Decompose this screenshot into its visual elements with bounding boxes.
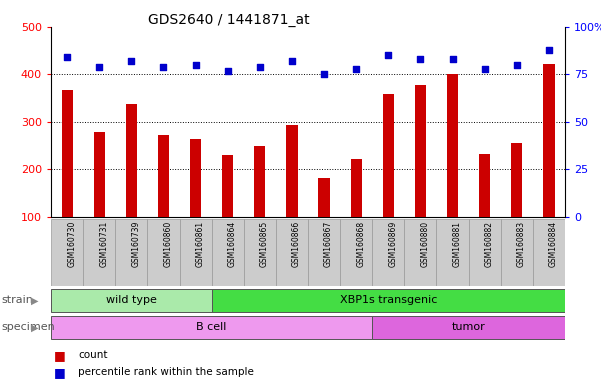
FancyBboxPatch shape <box>308 219 340 286</box>
Text: ■: ■ <box>54 366 66 379</box>
FancyBboxPatch shape <box>469 219 501 286</box>
FancyBboxPatch shape <box>115 219 147 286</box>
Text: GSM160883: GSM160883 <box>517 221 526 267</box>
Bar <box>94 132 105 217</box>
FancyBboxPatch shape <box>276 219 308 286</box>
FancyBboxPatch shape <box>180 219 212 286</box>
Point <box>480 66 489 72</box>
Point <box>63 54 72 60</box>
Bar <box>190 139 201 217</box>
Text: GSM160884: GSM160884 <box>549 221 558 267</box>
Point <box>287 58 297 64</box>
Text: GSM160868: GSM160868 <box>356 221 365 267</box>
Point <box>127 58 136 64</box>
Bar <box>254 146 266 217</box>
Bar <box>286 125 297 217</box>
Text: count: count <box>78 350 108 360</box>
Text: percentile rank within the sample: percentile rank within the sample <box>78 367 254 377</box>
FancyBboxPatch shape <box>51 289 212 312</box>
Point <box>255 64 264 70</box>
FancyBboxPatch shape <box>340 219 372 286</box>
Bar <box>222 155 233 217</box>
Text: GSM160881: GSM160881 <box>453 221 462 267</box>
Text: GSM160882: GSM160882 <box>484 221 493 267</box>
Text: B cell: B cell <box>197 322 227 333</box>
Point <box>544 46 554 53</box>
FancyBboxPatch shape <box>147 219 180 286</box>
Bar <box>61 89 73 217</box>
Point <box>448 56 457 62</box>
Text: strain: strain <box>1 295 33 306</box>
Text: GSM160861: GSM160861 <box>195 221 204 267</box>
Point <box>319 71 329 78</box>
Text: tumor: tumor <box>452 322 486 333</box>
Text: GSM160867: GSM160867 <box>324 221 333 267</box>
FancyBboxPatch shape <box>372 316 565 339</box>
Text: GSM160730: GSM160730 <box>67 221 76 267</box>
FancyBboxPatch shape <box>212 219 244 286</box>
Text: GSM160739: GSM160739 <box>132 221 141 267</box>
FancyBboxPatch shape <box>404 219 436 286</box>
FancyBboxPatch shape <box>244 219 276 286</box>
FancyBboxPatch shape <box>51 219 83 286</box>
Text: ▶: ▶ <box>31 295 38 306</box>
Text: GSM160880: GSM160880 <box>421 221 430 267</box>
Bar <box>126 104 137 217</box>
FancyBboxPatch shape <box>51 316 372 339</box>
Bar <box>543 64 555 217</box>
Bar <box>158 135 169 217</box>
Bar <box>447 74 458 217</box>
Text: GSM160869: GSM160869 <box>388 221 397 267</box>
Text: GSM160860: GSM160860 <box>163 221 172 267</box>
FancyBboxPatch shape <box>533 219 565 286</box>
Point <box>352 66 361 72</box>
Text: ▶: ▶ <box>31 322 38 333</box>
Text: XBP1s transgenic: XBP1s transgenic <box>340 295 437 306</box>
Bar <box>479 154 490 217</box>
Point <box>416 56 426 62</box>
Text: GSM160864: GSM160864 <box>228 221 237 267</box>
FancyBboxPatch shape <box>212 289 565 312</box>
Bar <box>350 159 362 217</box>
Point <box>191 62 200 68</box>
Bar <box>511 143 522 217</box>
FancyBboxPatch shape <box>501 219 533 286</box>
Point <box>159 64 168 70</box>
FancyBboxPatch shape <box>372 219 404 286</box>
Text: GSM160866: GSM160866 <box>292 221 301 267</box>
Bar <box>415 85 426 217</box>
FancyBboxPatch shape <box>83 219 115 286</box>
Point <box>512 62 522 68</box>
Text: GSM160731: GSM160731 <box>99 221 108 267</box>
Bar <box>383 94 394 217</box>
Text: GSM160865: GSM160865 <box>260 221 269 267</box>
Text: wild type: wild type <box>106 295 157 306</box>
Bar <box>319 177 330 217</box>
Text: ■: ■ <box>54 349 66 362</box>
Point <box>383 52 393 58</box>
Text: GDS2640 / 1441871_at: GDS2640 / 1441871_at <box>148 13 309 27</box>
Point <box>223 68 233 74</box>
FancyBboxPatch shape <box>436 219 469 286</box>
Text: specimen: specimen <box>1 322 55 333</box>
Point <box>94 64 104 70</box>
